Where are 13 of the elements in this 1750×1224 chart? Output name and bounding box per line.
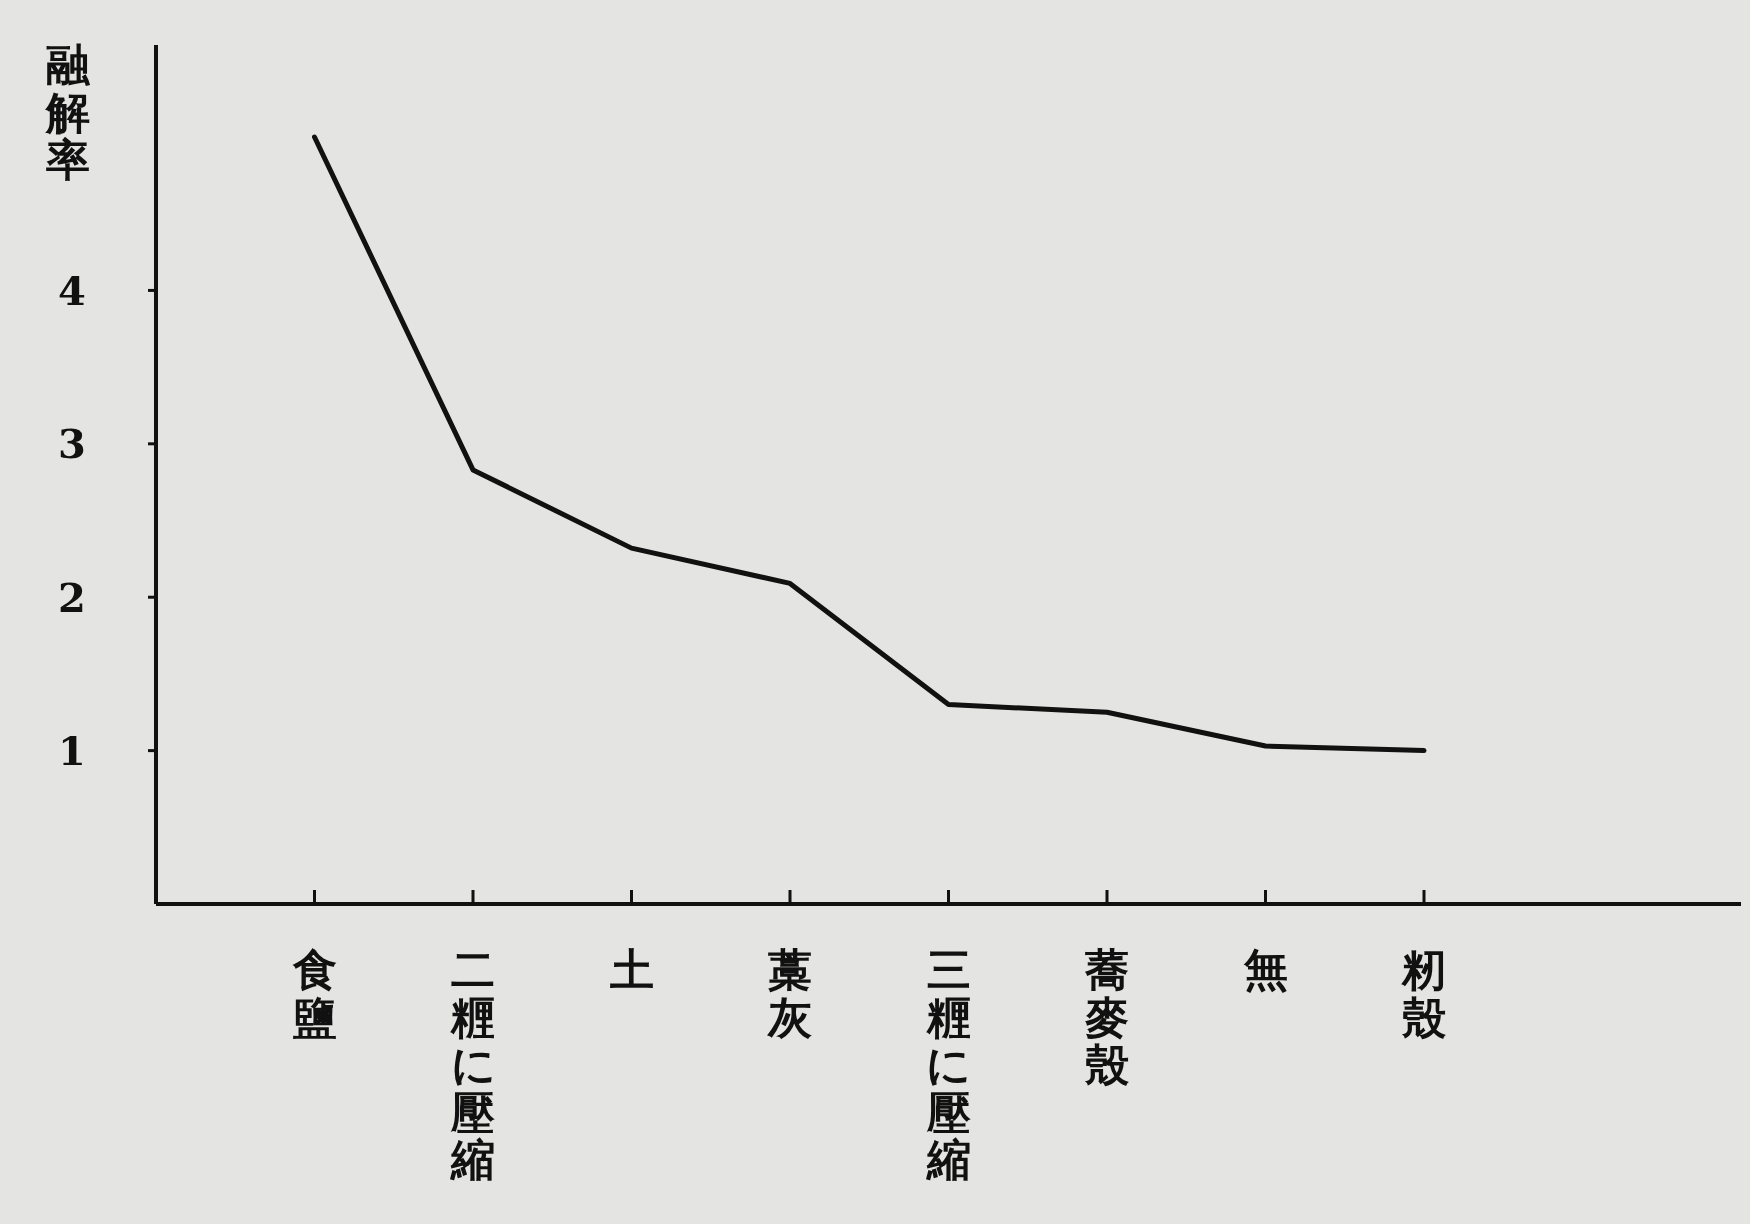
x-tick-label: 籾殼 [1401, 944, 1446, 1043]
x-tick-label: 土 [609, 944, 654, 995]
y-axis-title: 融解率 [45, 39, 91, 186]
y-tick-label: 1 [58, 727, 86, 775]
x-tick-label: 蕎麥殼 [1084, 944, 1129, 1091]
y-tick-label: 4 [58, 266, 86, 314]
x-tick-label: 食鹽 [291, 944, 337, 1043]
x-tick-label: 無 [1242, 944, 1288, 995]
x-tick-label: 藁灰 [767, 944, 812, 1043]
x-tick-label: 二糎に壓縮 [449, 944, 496, 1186]
y-tick-label: 2 [58, 573, 86, 621]
y-tick-label: 3 [58, 420, 86, 468]
x-tick-label: 三糎に壓縮 [924, 944, 971, 1186]
